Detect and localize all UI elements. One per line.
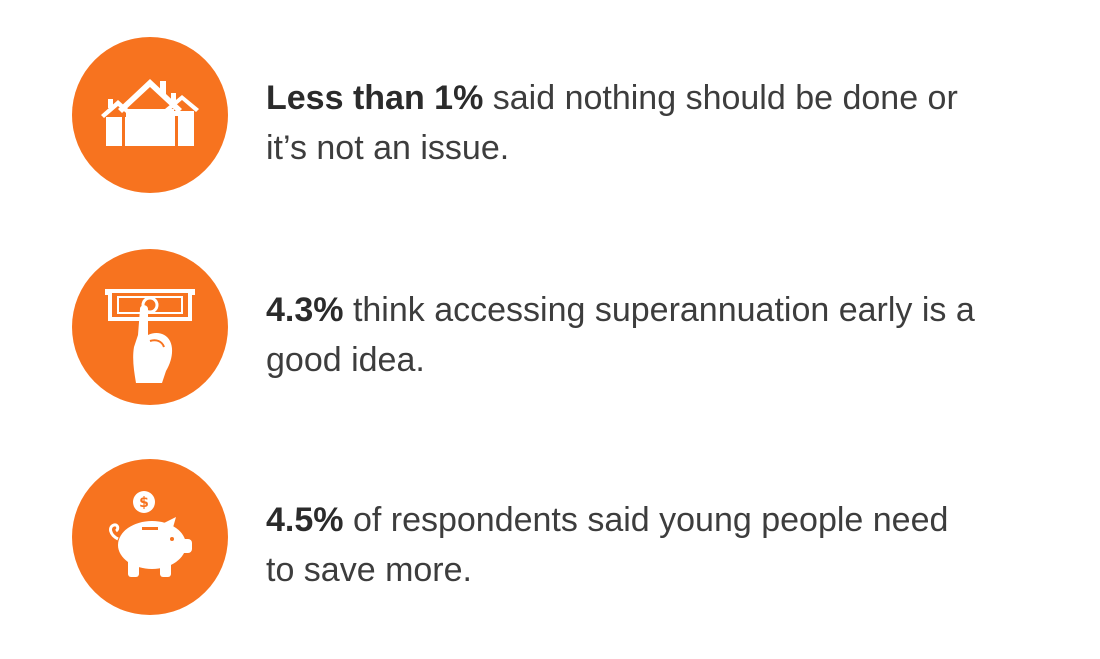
stat-text: 4.3% think accessing superannuation earl… [266, 285, 986, 385]
stat-description: of respondents said young people need to… [266, 501, 949, 589]
stat-description: think accessing superannuation early is … [266, 291, 975, 379]
stat-highlight: Less than 1% [266, 79, 484, 117]
stat-highlight: 4.5% [266, 501, 344, 539]
stat-item-save-more: $ 4.5% of respondents said young people … [72, 459, 1032, 615]
houses-icon [72, 37, 228, 193]
stat-item-nothing-done: Less than 1% said nothing should be done… [72, 37, 1032, 193]
hand-cash-icon [72, 249, 228, 405]
coin-dollar-glyph: $ [139, 495, 149, 511]
piggy-bank-icon: $ [72, 459, 228, 615]
stat-text: 4.5% of respondents said young people ne… [266, 495, 986, 595]
stat-item-super-early: 4.3% think accessing superannuation earl… [72, 249, 1032, 405]
stat-highlight: 4.3% [266, 291, 344, 329]
stat-description: said nothing should be done or it’s not … [266, 79, 958, 167]
stat-text: Less than 1% said nothing should be done… [266, 73, 986, 173]
